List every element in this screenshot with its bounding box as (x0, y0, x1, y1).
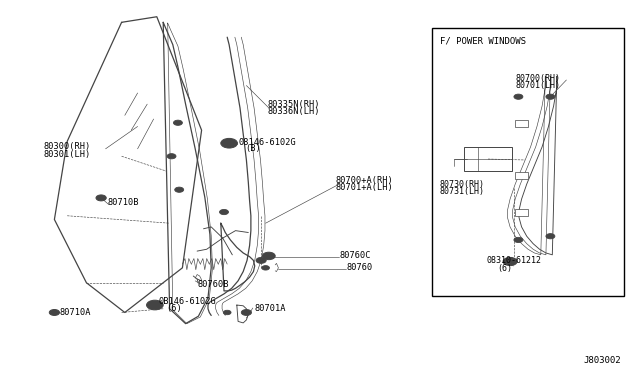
Bar (515, 209, 528, 216)
Text: 80301(LH): 80301(LH) (44, 150, 91, 159)
Text: B: B (227, 139, 232, 148)
Text: 08146-6102G: 08146-6102G (238, 138, 296, 147)
Circle shape (147, 300, 163, 310)
Circle shape (220, 209, 228, 215)
Text: 80700+A(RH): 80700+A(RH) (336, 176, 394, 185)
Circle shape (546, 234, 555, 239)
Circle shape (167, 154, 176, 159)
Text: (B): (B) (245, 144, 261, 153)
Circle shape (223, 310, 231, 315)
Text: 80760C: 80760C (339, 251, 371, 260)
Circle shape (175, 187, 184, 192)
Text: J803002: J803002 (583, 356, 621, 365)
Text: 80336N(LH): 80336N(LH) (268, 107, 320, 116)
Circle shape (96, 195, 106, 201)
Circle shape (49, 310, 60, 315)
Text: 80701(LH): 80701(LH) (515, 81, 560, 90)
Bar (464, 147, 512, 171)
Text: 80760: 80760 (346, 263, 372, 272)
Circle shape (241, 310, 252, 315)
Text: 80731(LH): 80731(LH) (440, 187, 484, 196)
Text: 80335N(RH): 80335N(RH) (268, 100, 320, 109)
Circle shape (262, 266, 269, 270)
Circle shape (546, 94, 555, 99)
Bar (432, 28, 624, 296)
Text: 80710B: 80710B (108, 198, 139, 207)
Bar (515, 120, 528, 127)
Circle shape (256, 257, 266, 263)
Text: 80730(RH): 80730(RH) (440, 180, 484, 189)
Circle shape (514, 237, 523, 243)
Text: 80710A: 80710A (60, 308, 91, 317)
Text: (6): (6) (166, 304, 182, 313)
Text: B: B (152, 301, 157, 310)
Circle shape (503, 257, 517, 266)
Text: F/ POWER WINDOWS: F/ POWER WINDOWS (440, 36, 525, 45)
Bar (515, 172, 528, 179)
Circle shape (514, 94, 523, 99)
Text: 80701+A(LH): 80701+A(LH) (336, 183, 394, 192)
Text: 80760B: 80760B (197, 280, 228, 289)
Circle shape (221, 138, 237, 148)
Text: (6): (6) (497, 264, 512, 273)
Circle shape (173, 120, 182, 125)
Text: 08310-61212: 08310-61212 (486, 256, 541, 265)
Text: 80701A: 80701A (255, 304, 286, 312)
Circle shape (262, 252, 275, 260)
Text: 80700(RH): 80700(RH) (515, 74, 560, 83)
Text: S: S (508, 257, 513, 266)
Text: 80300(RH): 80300(RH) (44, 142, 91, 151)
Text: 0B146-6102G: 0B146-6102G (159, 297, 216, 306)
